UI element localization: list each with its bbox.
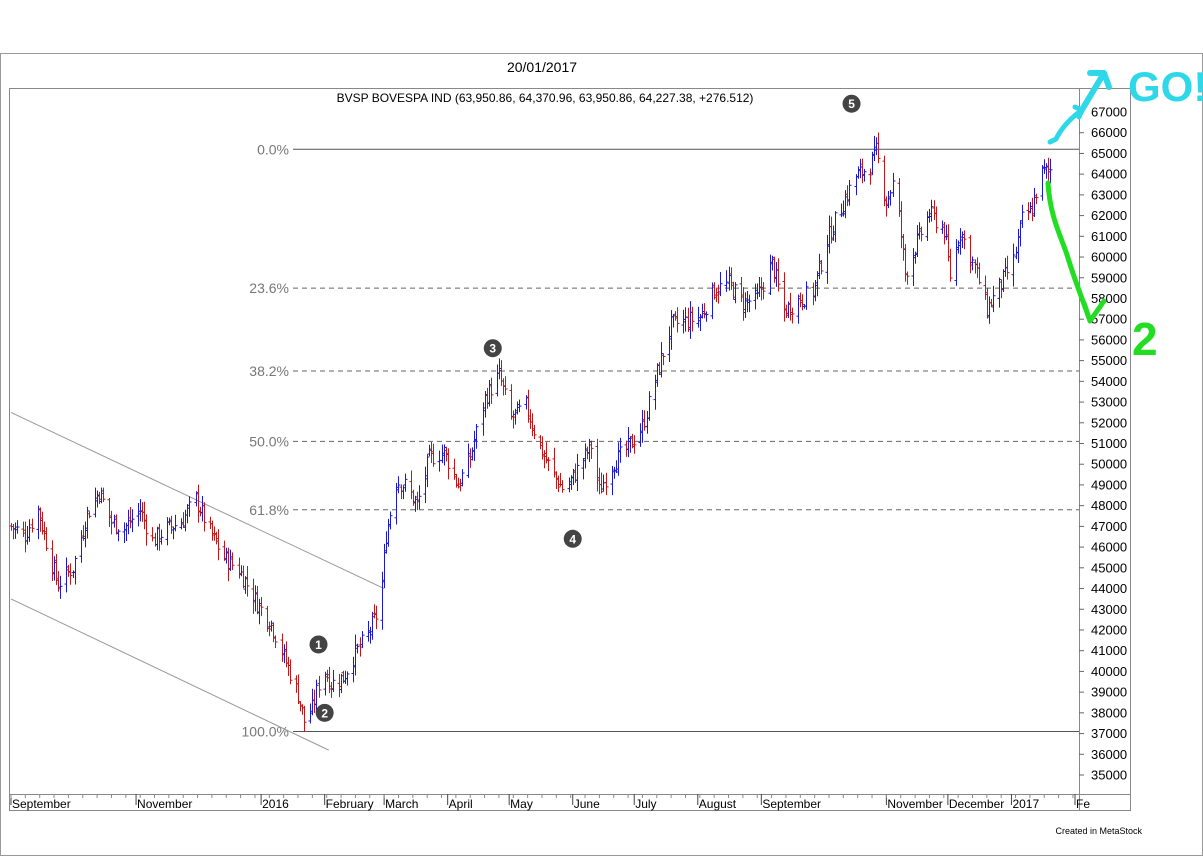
fib-label: 23.6% (249, 280, 289, 296)
wave-marker (842, 94, 861, 113)
wave-marker (563, 529, 582, 548)
quote-line: BVSP BOVESPA IND (63,950.86, 64,370.96, … (337, 91, 754, 105)
wave-marker (483, 339, 502, 358)
x-tick-label: September (762, 797, 821, 811)
y-tick-label: 53000 (1091, 395, 1127, 410)
y-tick-label: 52000 (1091, 415, 1127, 430)
x-tick-label: July (635, 797, 656, 811)
window-border (0, 53, 1203, 856)
footer-credit: Created in MetaStock (1055, 826, 1142, 836)
cyan-label-go: GO! (1128, 63, 1203, 110)
fib-label: 61.8% (249, 502, 289, 518)
fib-label: 0.0% (257, 141, 289, 157)
wave-label: 5 (848, 97, 855, 111)
x-tick-label: April (449, 797, 473, 811)
y-tick-label: 47000 (1091, 519, 1127, 534)
wave-labels: 1 2 3 4 5 (309, 94, 861, 722)
y-tick-label: 35000 (1091, 768, 1127, 783)
y-tick-label: 36000 (1091, 747, 1127, 762)
channel-line (10, 411, 385, 589)
y-tick-label: 54000 (1091, 374, 1127, 389)
fib-label: 100.0% (242, 723, 289, 739)
plot-frame (9, 88, 1131, 811)
y-tick-label: 51000 (1091, 436, 1127, 451)
cyan-up-arrow (1077, 70, 1112, 116)
x-tick-label: 2017 (1012, 797, 1039, 811)
x-tick-label: November (887, 797, 942, 811)
y-tick-label: 45000 (1091, 560, 1127, 575)
y-tick-label: 41000 (1091, 643, 1127, 658)
y-tick-label: 44000 (1091, 581, 1127, 596)
wave-label: 3 (489, 342, 496, 356)
y-tick-label: 59000 (1091, 270, 1127, 285)
y-tick-label: 61000 (1091, 229, 1127, 244)
price-chart: 20/01/2017 BVSP BOVESPA IND (63,950.86, … (0, 5, 1203, 856)
y-tick-label: 66000 (1091, 125, 1127, 140)
y-tick-label: 62000 (1091, 208, 1127, 223)
y-tick-label: 48000 (1091, 498, 1127, 513)
y-tick-label: 37000 (1091, 726, 1127, 741)
x-tick-label: Fe (1076, 797, 1090, 811)
y-tick-label: 40000 (1091, 664, 1127, 679)
x-tick-label: May (510, 797, 533, 811)
x-tick-label: 2016 (262, 797, 289, 811)
y-tick-label: 57000 (1091, 312, 1127, 327)
green-down-arrow (1045, 180, 1107, 324)
y-tick-label: 67000 (1091, 105, 1127, 120)
x-axis: September November 2016 February March April M… (10, 794, 1090, 811)
y-tick-label: 58000 (1091, 291, 1127, 306)
wave-label: 4 (569, 532, 576, 546)
y-axis: 35000 36000 37000 38000 39000 40000 41000 42000… (1079, 105, 1127, 783)
fib-label: 38.2% (249, 363, 289, 379)
x-tick-label: November (137, 797, 192, 811)
y-tick-label: 43000 (1091, 602, 1127, 617)
y-tick-label: 49000 (1091, 477, 1127, 492)
ohlc-bars (9, 132, 1053, 732)
x-tick-label: August (699, 797, 737, 811)
channel-line (10, 598, 329, 751)
y-tick-label: 64000 (1091, 167, 1127, 182)
trend-channel (10, 411, 385, 751)
wave-label: 2 (321, 706, 328, 720)
fibonacci-levels: 0.0% 23.6% 38.2% 50.0% 61.8% 100.0% (242, 141, 1079, 739)
x-tick-label: March (385, 797, 418, 811)
fib-label: 50.0% (249, 433, 289, 449)
chart-window: 20/01/2017 BVSP BOVESPA IND (63,950.86, … (0, 5, 1203, 856)
x-tick-label: September (12, 797, 71, 811)
x-tick-label: February (326, 797, 374, 811)
y-tick-label: 56000 (1091, 332, 1127, 347)
y-tick-label: 65000 (1091, 146, 1127, 161)
y-tick-label: 50000 (1091, 457, 1127, 472)
y-tick-label: 38000 (1091, 705, 1127, 720)
y-tick-label: 63000 (1091, 187, 1127, 202)
y-tick-label: 42000 (1091, 622, 1127, 637)
x-tick-label: June (574, 797, 600, 811)
x-tick-label: December (949, 797, 1004, 811)
cyan-dash-up-arrow (1047, 104, 1085, 145)
wave-label: 1 (315, 638, 322, 652)
y-tick-label: 46000 (1091, 540, 1127, 555)
green-label-2: 2 (1132, 313, 1158, 365)
wave-marker (315, 703, 334, 722)
green-target-annotation: 2 (1045, 180, 1158, 365)
y-tick-label: 39000 (1091, 685, 1127, 700)
wave-marker (309, 635, 328, 654)
y-tick-label: 60000 (1091, 250, 1127, 265)
date-title: 20/01/2017 (507, 59, 577, 75)
y-tick-label: 55000 (1091, 353, 1127, 368)
